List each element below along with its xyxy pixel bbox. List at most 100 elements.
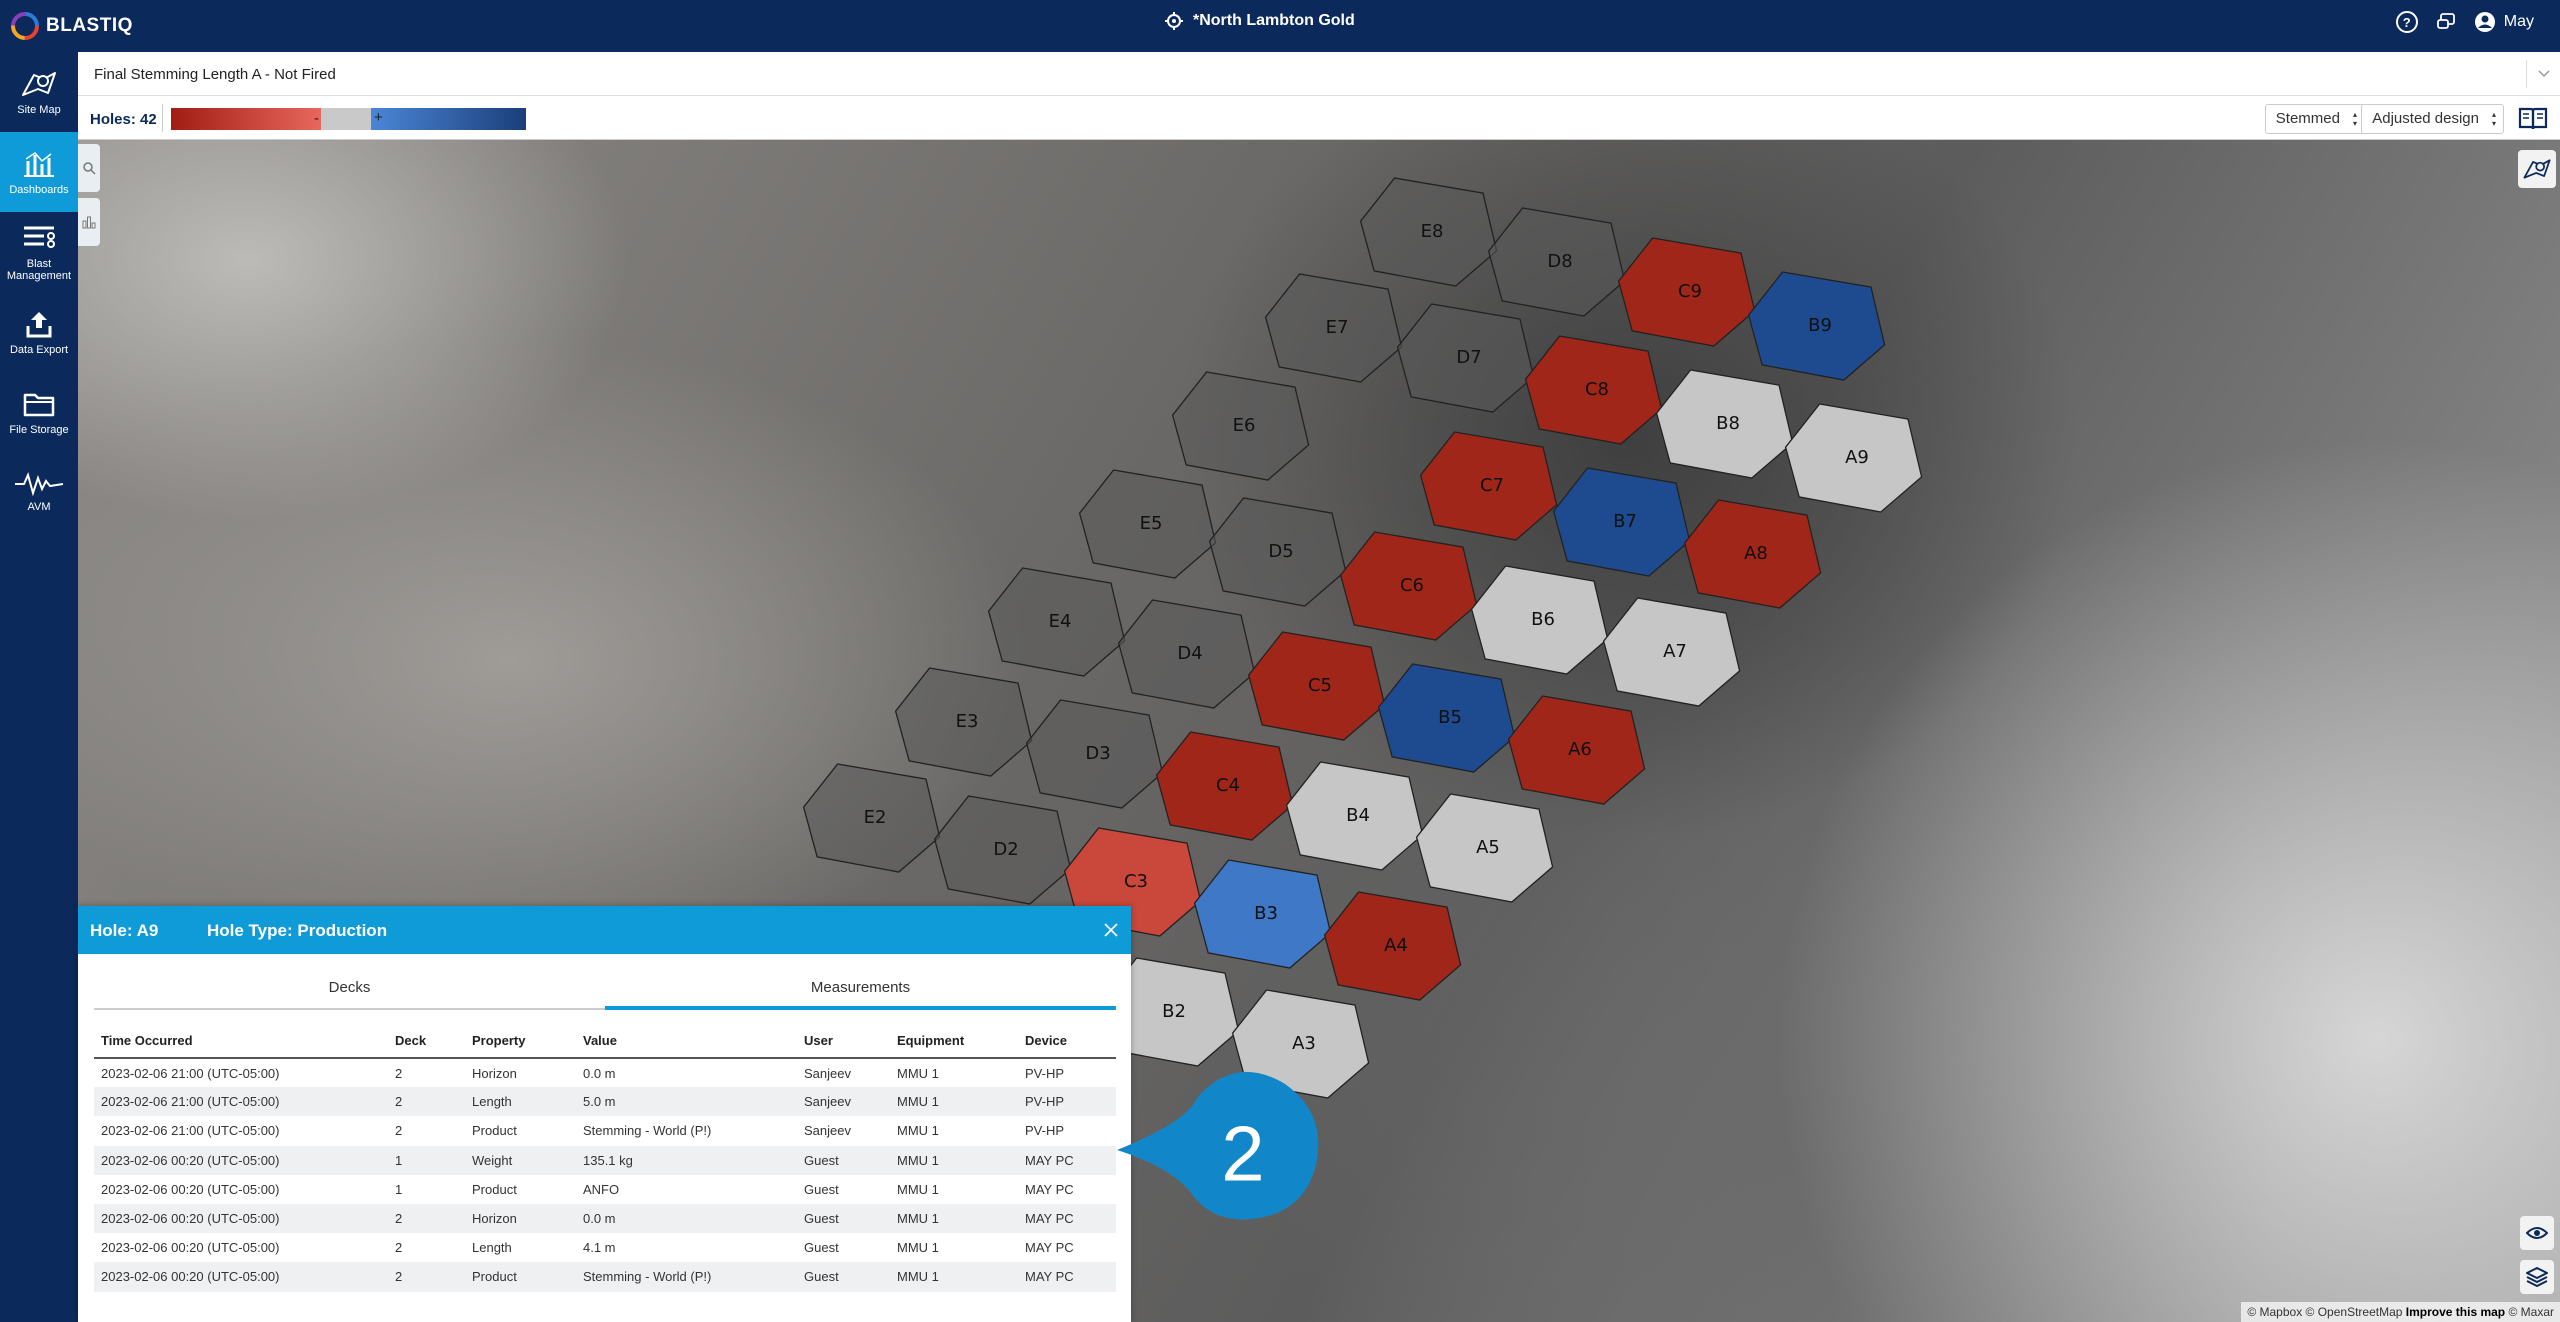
hole-polygon[interactable]	[1683, 499, 1822, 609]
hole-d2[interactable]: D2	[933, 795, 1072, 905]
app-logo[interactable]: BLASTIQ	[10, 10, 133, 42]
map-chart-tab[interactable]	[78, 198, 100, 246]
hole-e3[interactable]: E3	[894, 667, 1033, 777]
hole-a5[interactable]: A5	[1415, 793, 1554, 903]
hole-c4[interactable]: C4	[1155, 731, 1294, 841]
hole-a4[interactable]: A4	[1323, 891, 1462, 1001]
column-header[interactable]: Value	[576, 1024, 797, 1059]
hole-polygon[interactable]	[1655, 369, 1794, 479]
hole-b2[interactable]: B2	[1101, 957, 1240, 1067]
hole-polygon[interactable]	[1171, 371, 1310, 481]
map-view-button[interactable]	[2518, 150, 2556, 188]
table-row[interactable]: 2023-02-06 00:20 (UTC-05:00) 2 Horizon 0.0 …	[94, 1203, 1116, 1234]
table-row[interactable]: 2023-02-06 00:20 (UTC-05:00) 2 Length 4.1 m…	[94, 1233, 1116, 1262]
column-header[interactable]: User	[797, 1024, 890, 1059]
tab-decks[interactable]: Decks	[328, 979, 371, 996]
hole-a3[interactable]: A3	[1231, 989, 1370, 1099]
hole-polygon[interactable]	[1396, 303, 1535, 413]
hole-polygon[interactable]	[1377, 663, 1516, 773]
hole-e6[interactable]: E6	[1171, 371, 1310, 481]
hole-polygons[interactable]: E8 D8 C9 B9 E7 D7 C8 B8 A9 E6 C7 B7 A8 E5 D5 C6 B6 A7 E4 D4…	[78, 140, 2560, 1322]
hole-polygon[interactable]	[1078, 469, 1217, 579]
hole-b7[interactable]: B7	[1552, 467, 1691, 577]
hole-polygon[interactable]	[1359, 177, 1498, 287]
table-row[interactable]: 2023-02-06 21:00 (UTC-05:00) 2 Length 5.0 m…	[94, 1087, 1116, 1117]
hole-polygon[interactable]	[1617, 237, 1756, 347]
tab-measurements[interactable]: Measurements	[605, 970, 1116, 1010]
hole-polygon[interactable]	[1155, 731, 1294, 841]
hole-e8[interactable]: E8	[1359, 177, 1498, 287]
hole-c6[interactable]: C6	[1339, 531, 1478, 641]
sidebar-item-avm[interactable]: AVM	[0, 452, 78, 532]
column-header[interactable]: Equipment	[890, 1024, 1018, 1059]
hole-b6[interactable]: B6	[1470, 565, 1609, 675]
column-header[interactable]: Property	[465, 1024, 576, 1059]
user-menu[interactable]: May	[2474, 11, 2534, 33]
hole-polygon[interactable]	[1247, 631, 1386, 741]
table-row[interactable]: 2023-02-06 21:00 (UTC-05:00) 2 Product Stem…	[94, 1116, 1116, 1145]
hole-a8[interactable]: A8	[1683, 499, 1822, 609]
sidebar-item-dashboards[interactable]: Dashboards	[0, 132, 78, 212]
hole-c8[interactable]: C8	[1524, 335, 1663, 445]
site-selector[interactable]: *North Lambton Gold	[1165, 12, 1355, 30]
hole-c5[interactable]: C5	[1247, 631, 1386, 741]
mapbox-attribution[interactable]: © Mapbox	[2247, 1305, 2303, 1319]
improve-map-link[interactable]: Improve this map	[2405, 1305, 2506, 1319]
hole-b3[interactable]: B3	[1193, 859, 1332, 969]
column-header[interactable]: Device	[1018, 1024, 1116, 1059]
hole-polygon[interactable]	[1415, 793, 1554, 903]
hole-polygon[interactable]	[1507, 695, 1646, 805]
hole-c7[interactable]: C7	[1419, 431, 1558, 541]
sidebar-item-blast-management[interactable]: Blast Management	[0, 212, 78, 292]
hole-e5[interactable]: E5	[1078, 469, 1217, 579]
sidebar-item-data-export[interactable]: Data Export	[0, 292, 78, 372]
osm-attribution[interactable]: © OpenStreetMap	[2305, 1305, 2403, 1319]
hole-polygon[interactable]	[1524, 335, 1663, 445]
design-select[interactable]: Adjusted design	[2361, 104, 2504, 134]
table-row[interactable]: 2023-02-06 00:20 (UTC-05:00) 1 Weight 135.1…	[94, 1145, 1116, 1175]
hole-polygon[interactable]	[1285, 761, 1424, 871]
hole-d3[interactable]: D3	[1025, 699, 1164, 809]
hole-d8[interactable]: D8	[1487, 207, 1626, 317]
hole-polygon[interactable]	[802, 763, 941, 873]
hole-e4[interactable]: E4	[987, 567, 1126, 677]
maxar-attribution[interactable]: © Maxar	[2508, 1305, 2554, 1319]
hole-polygon[interactable]	[1231, 989, 1370, 1099]
hole-a7[interactable]: A7	[1602, 597, 1741, 707]
hole-d5[interactable]: D5	[1208, 497, 1347, 607]
column-header[interactable]: Time Occurred	[94, 1024, 388, 1059]
hole-polygon[interactable]	[933, 795, 1072, 905]
hole-b8[interactable]: B8	[1655, 369, 1794, 479]
visibility-button[interactable]	[2520, 1216, 2554, 1250]
hole-polygon[interactable]	[1602, 597, 1741, 707]
hole-polygon[interactable]	[1117, 599, 1256, 709]
feedback-icon[interactable]	[2436, 12, 2456, 32]
hole-polygon[interactable]	[1552, 467, 1691, 577]
close-icon[interactable]	[1099, 918, 1123, 942]
table-row[interactable]: 2023-02-06 00:20 (UTC-05:00) 2 Product Stem…	[94, 1262, 1116, 1292]
hole-polygon[interactable]	[1470, 565, 1609, 675]
hole-polygon[interactable]	[1208, 497, 1347, 607]
hole-polygon[interactable]	[1784, 403, 1923, 513]
hole-c9[interactable]: C9	[1617, 237, 1756, 347]
layers-button[interactable]	[2520, 1260, 2554, 1294]
hole-polygon[interactable]	[987, 567, 1126, 677]
hole-polygon[interactable]	[894, 667, 1033, 777]
hole-polygon[interactable]	[1419, 431, 1558, 541]
hole-polygon[interactable]	[1747, 271, 1886, 381]
sidebar-item-file-storage[interactable]: File Storage	[0, 372, 78, 452]
hole-d7[interactable]: D7	[1396, 303, 1535, 413]
hole-polygon[interactable]	[1487, 207, 1626, 317]
sidebar-item-site-map[interactable]: Site Map	[0, 52, 78, 132]
hole-a9[interactable]: A9	[1784, 403, 1923, 513]
table-row[interactable]: 2023-02-06 00:20 (UTC-05:00) 1 Product ANFO…	[94, 1175, 1116, 1204]
hole-e7[interactable]: E7	[1264, 273, 1403, 383]
hole-polygon[interactable]	[1264, 273, 1403, 383]
legend-book-icon[interactable]	[2518, 106, 2548, 132]
hole-a6[interactable]: A6	[1507, 695, 1646, 805]
stemmed-select[interactable]: Stemmed	[2264, 104, 2365, 134]
map-search-tab[interactable]	[78, 144, 100, 192]
help-icon[interactable]: ?	[2395, 11, 2418, 33]
hole-d4[interactable]: D4	[1117, 599, 1256, 709]
chevron-down-icon[interactable]	[2526, 60, 2560, 88]
